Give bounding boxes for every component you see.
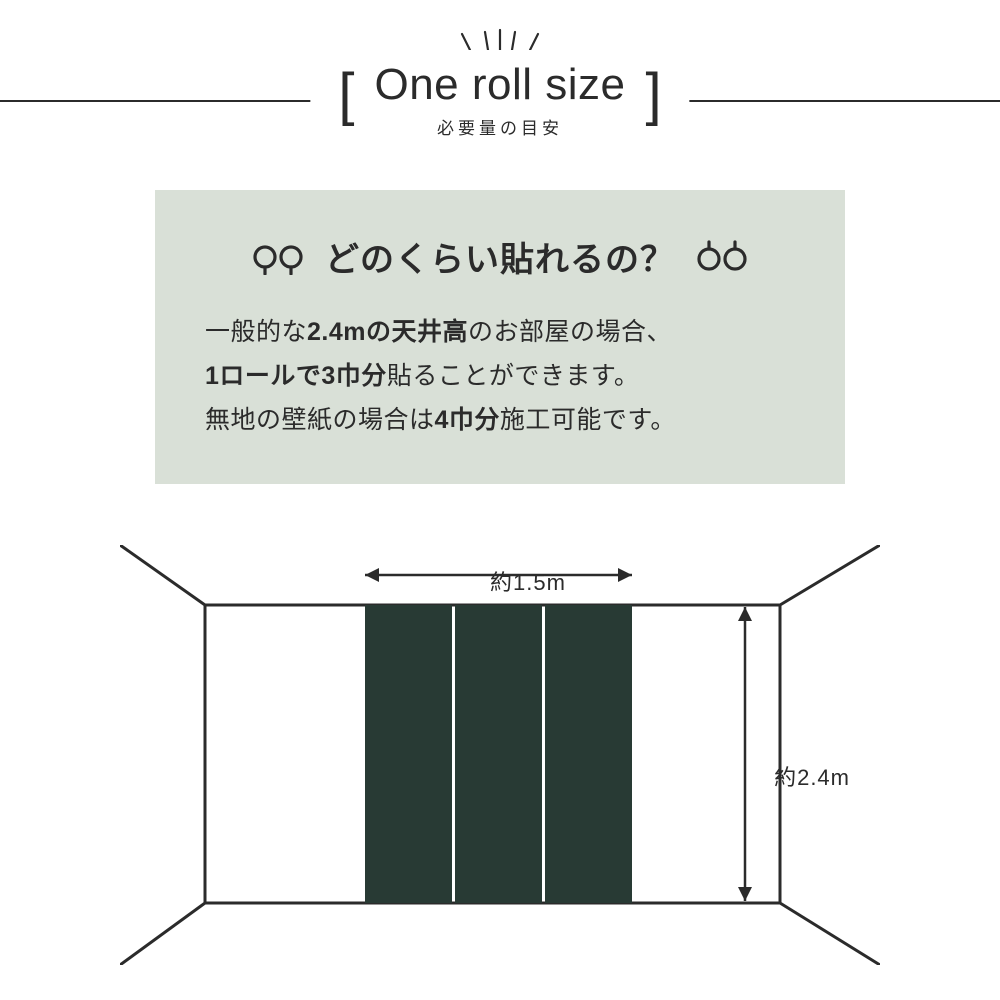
quote-open-icon <box>251 239 307 275</box>
quote-close-icon <box>693 239 749 275</box>
header: [ One roll size 必要量の目安 ] <box>310 50 689 139</box>
question-text: どのくらい貼れるの？ <box>325 232 675 281</box>
bracket-left: [ <box>338 66 354 124</box>
page-subtitle: 必要量の目安 <box>374 114 625 139</box>
page-title: One roll size <box>374 60 625 110</box>
room-diagram: 約1.5m 約2.4m <box>120 545 880 965</box>
bracket-right: ] <box>646 66 662 124</box>
height-label: 約2.4m <box>774 760 850 792</box>
body-text: 一般的な2.4mの天井高のお部屋の場合、 1ロールで3巾分貼ることができます。 … <box>205 311 795 442</box>
info-card: どのくらい貼れるの？ 一般的な2.4mの天井高のお部屋の場合、 1ロールで3巾分… <box>155 190 845 484</box>
width-label: 約1.5m <box>490 565 566 597</box>
